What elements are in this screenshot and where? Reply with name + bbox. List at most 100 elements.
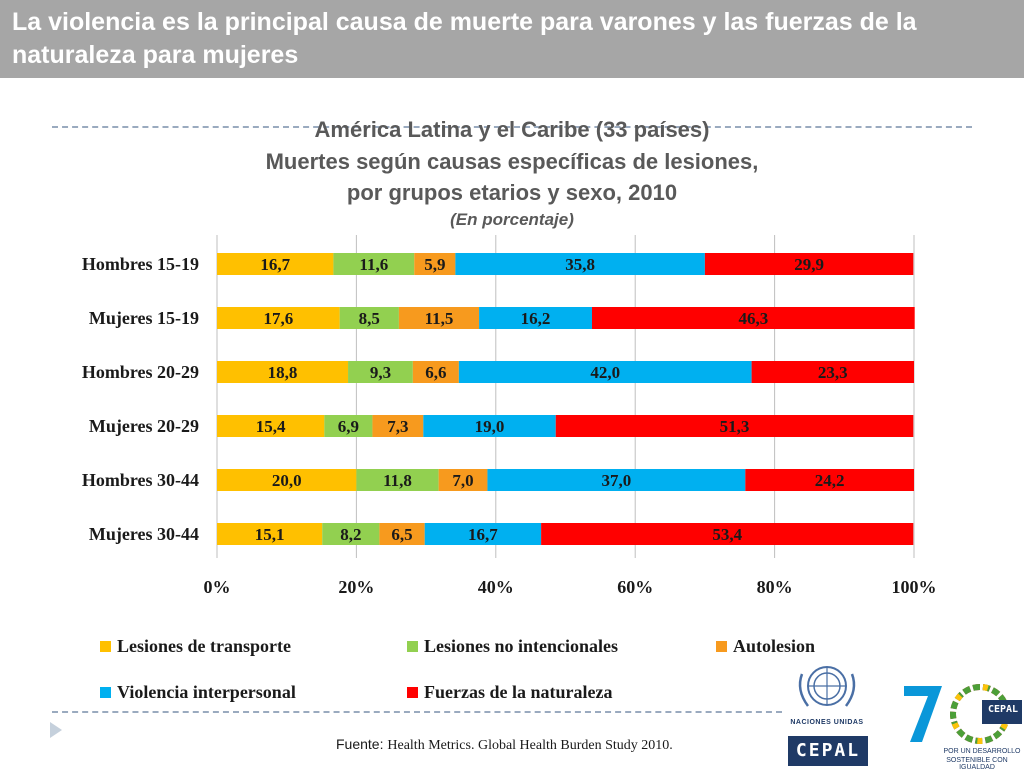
legend-item: Violencia interpersonal — [100, 682, 296, 703]
source-note: Fuente: Health Metrics. Global Health Bu… — [336, 736, 673, 754]
bar-segment — [217, 415, 325, 437]
cepal-label: CEPAL — [795, 740, 861, 761]
x-tick-label: 0% — [204, 577, 231, 597]
bar-segment — [745, 469, 914, 491]
bar-segment — [217, 523, 323, 545]
data-label: 29,9 — [794, 255, 824, 274]
data-label: 17,6 — [263, 309, 293, 328]
bar-segment — [458, 361, 752, 383]
category-label: Hombres 20-29 — [82, 362, 199, 382]
category-label: Mujeres 20-29 — [89, 416, 199, 436]
bar-segment — [541, 523, 914, 545]
legend-item: Lesiones no intencionales — [407, 636, 618, 657]
bar-segment — [398, 307, 480, 329]
data-label: 5,9 — [424, 255, 445, 274]
x-tick-label: 100% — [892, 577, 937, 597]
chart-subtitle: (En porcentaje) — [450, 210, 574, 229]
bar-segment — [379, 523, 425, 545]
sdg-wheel-icon — [904, 684, 1022, 744]
bar-segment — [455, 253, 705, 275]
chart-title-1: América Latina y el Caribe (33 países) — [314, 117, 710, 142]
bar-segment — [751, 361, 914, 383]
legend-swatch — [100, 687, 111, 698]
bar-segment — [704, 253, 914, 275]
x-tick-label: 80% — [757, 577, 793, 597]
data-label: 16,7 — [468, 525, 498, 544]
bar-segment — [339, 307, 399, 329]
data-label: 42,0 — [590, 363, 620, 382]
stacked-bar-chart: 0% 20% 40% 60% 80% 100% Hombres 15-19 16,7 11,6 5… — [82, 235, 937, 597]
data-label: 16,2 — [521, 309, 551, 328]
category-label: Mujeres 15-19 — [89, 308, 199, 328]
bar-segment — [348, 361, 413, 383]
legend-swatch — [407, 641, 418, 652]
bar-segment — [591, 307, 915, 329]
anniversary-logo: 70 CEPAL POR UN DESARROLLO SOSTENIBLE CO… — [900, 682, 1024, 771]
bar-segment — [424, 523, 542, 545]
legend-label: Autolesion — [733, 636, 816, 656]
bar-segment — [217, 361, 349, 383]
category-label: Hombres 30-44 — [82, 470, 199, 490]
bar-segment — [412, 361, 459, 383]
category-label: Hombres 15-19 — [82, 254, 199, 274]
legend-label: Violencia interpersonal — [117, 682, 296, 702]
divider-top — [52, 126, 972, 128]
cepal-small-label: CEPAL — [987, 704, 1019, 715]
data-label: 23,3 — [818, 363, 848, 382]
bar-segment — [322, 523, 380, 545]
bar-segment — [356, 469, 439, 491]
bar-segment — [555, 415, 914, 437]
x-tick-label: 40% — [478, 577, 514, 597]
data-label: 16,7 — [260, 255, 290, 274]
data-label: 37,0 — [602, 471, 632, 490]
legend-swatch — [407, 687, 418, 698]
data-label: 15,1 — [255, 525, 285, 544]
data-label: 24,2 — [815, 471, 845, 490]
page-title: La violencia es la principal causa de mu… — [12, 8, 917, 69]
tagline-line1: POR UN DESARROLLO — [943, 748, 1021, 755]
data-label: 53,4 — [712, 525, 742, 544]
legend-label: Lesiones de transporte — [117, 636, 291, 656]
tagline-line2: SOSTENIBLE CON IGUALDAD — [946, 757, 1008, 771]
bar-segment — [487, 469, 746, 491]
chart-title-3: por grupos etarios y sexo, 2010 — [346, 180, 678, 205]
category-label: Mujeres 30-44 — [89, 524, 199, 544]
legend-label: Lesiones no intencionales — [424, 636, 619, 656]
bar-segment — [438, 469, 488, 491]
legend-swatch — [100, 641, 111, 652]
data-label: 18,8 — [268, 363, 298, 382]
bar-segment — [324, 415, 373, 437]
data-label: 51,3 — [720, 417, 750, 436]
data-label: 9,3 — [370, 363, 391, 382]
play-arrow-icon — [50, 722, 62, 738]
data-label: 6,5 — [391, 525, 412, 544]
legend-item: Autolesion — [716, 636, 815, 657]
data-label: 8,2 — [340, 525, 361, 544]
data-label: 11,5 — [425, 309, 454, 328]
bar-segment — [423, 415, 556, 437]
un-label: NACIONES UNIDAS — [790, 719, 864, 726]
bar-segment — [217, 469, 357, 491]
data-label: 11,6 — [359, 255, 388, 274]
legend-item: Fuerzas de la naturaleza — [407, 682, 612, 703]
bar-segment — [479, 307, 592, 329]
x-tick-label: 60% — [617, 577, 653, 597]
data-label: 6,6 — [425, 363, 446, 382]
data-label: 19,0 — [475, 417, 505, 436]
data-label: 8,5 — [359, 309, 380, 328]
data-label: 46,3 — [738, 309, 768, 328]
source-text: Health Metrics. Global Health Burden Stu… — [387, 738, 673, 753]
bar-segment — [217, 253, 334, 275]
legend-label: Fuerzas de la naturaleza — [424, 682, 613, 702]
bar-segment — [217, 307, 340, 329]
data-label: 35,8 — [565, 255, 595, 274]
bar-segment — [414, 253, 456, 275]
legend-swatch — [716, 641, 727, 652]
cepal-logo: CEPAL — [788, 736, 868, 766]
data-label: 7,3 — [387, 417, 408, 436]
header-banner: La violencia es la principal causa de mu… — [0, 0, 1024, 78]
x-tick-label: 20% — [338, 577, 374, 597]
legend-item: Lesiones de transporte — [100, 636, 291, 657]
data-label: 11,8 — [383, 471, 412, 490]
source-prefix: Fuente: — [336, 736, 388, 752]
